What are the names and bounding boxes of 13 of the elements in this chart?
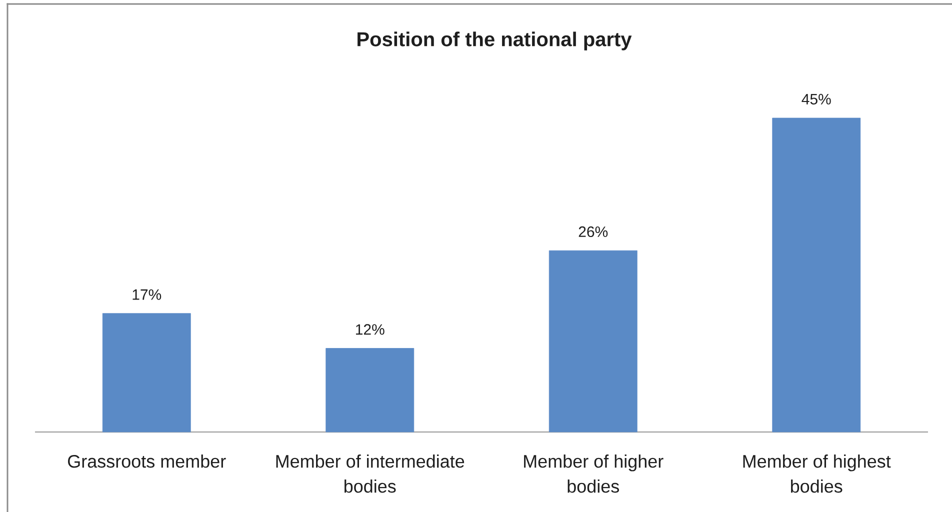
bar [326, 348, 414, 432]
bar [548, 250, 638, 432]
data-label: 26% [578, 226, 608, 238]
x-tick-label: Member of intermediate bodies [276, 454, 464, 493]
chart-title: Position of the national party [358, 32, 632, 50]
data-label: 45% [802, 94, 831, 104]
x-tick-label: Member of highest bodies [743, 454, 891, 493]
bar [102, 313, 191, 432]
x-tick-label: Grassroots member [68, 454, 226, 468]
x-tick-label: Member of higher bodies [524, 454, 664, 493]
data-label: 17% [132, 289, 162, 300]
bar [772, 118, 861, 432]
data-label: 12% [356, 324, 384, 335]
